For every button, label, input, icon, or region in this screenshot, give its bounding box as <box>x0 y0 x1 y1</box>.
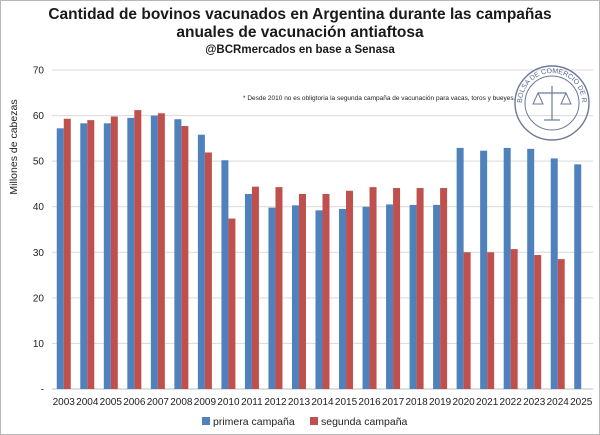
bar-segunda-2021 <box>487 252 495 389</box>
bar-primera-2023 <box>527 148 535 389</box>
x-axis: 2003 2004 2005 2006 2007 2008 2009 2010 2011 2012… <box>53 397 593 408</box>
bar-primera-2018 <box>409 204 417 389</box>
bar-primera-2006 <box>127 117 135 389</box>
legend-swatch <box>310 417 318 425</box>
legend-label: primera campaña <box>213 416 295 428</box>
x-tick-label: 2023 <box>523 397 546 408</box>
bar-segunda-2016 <box>369 187 377 389</box>
bars <box>56 110 582 390</box>
x-tick-label: 2009 <box>194 397 217 408</box>
x-tick-label: 2015 <box>335 397 358 408</box>
bar-segunda-2007 <box>157 113 165 390</box>
y-tick-label: 40 <box>33 202 45 213</box>
x-tick-label: 2017 <box>382 397 405 408</box>
bar-primera-2009 <box>197 134 205 389</box>
bar-segunda-2003 <box>63 118 71 390</box>
y-tick-label: 10 <box>33 339 45 350</box>
bar-segunda-2015 <box>346 190 354 389</box>
bar-segunda-2012 <box>275 187 283 389</box>
bar-primera-2025 <box>574 164 582 389</box>
legend-label: segunda campaña <box>321 416 408 428</box>
x-tick-label: 2003 <box>53 397 76 408</box>
bar-segunda-2019 <box>440 188 448 389</box>
bar-segunda-2023 <box>534 255 542 389</box>
bar-primera-2012 <box>268 207 276 389</box>
x-tick-label: 2021 <box>476 397 499 408</box>
y-axis: - 10 20 30 40 50 60 70 <box>33 66 45 396</box>
x-tick-label: 2013 <box>288 397 311 408</box>
bar-primera-2007 <box>150 115 158 390</box>
bar-segunda-2018 <box>416 188 424 389</box>
x-tick-label: 2016 <box>358 397 381 408</box>
bar-primera-2004 <box>80 123 88 389</box>
chart-title-line-2: anuales de vacunación antiaftosa <box>176 24 424 41</box>
chart-subtitle: @BCRmercados en base a Senasa <box>205 44 395 56</box>
bar-segunda-2022 <box>510 249 518 389</box>
y-axis-label: Millones de cabezas <box>8 99 20 194</box>
y-tick-label: 50 <box>33 157 45 168</box>
x-tick-label: 2024 <box>547 397 570 408</box>
x-tick-label: 2008 <box>170 397 193 408</box>
bar-segunda-2008 <box>181 126 189 389</box>
x-tick-label: 2005 <box>100 397 123 408</box>
bar-primera-2010 <box>221 160 229 389</box>
x-tick-label: 2020 <box>453 397 476 408</box>
x-tick-label: 2014 <box>311 397 334 408</box>
legend-swatch <box>202 417 210 425</box>
logo-text: BOLSA DE COMERCIO DE ROSARIO <box>0 0 587 103</box>
x-tick-label: 2025 <box>570 397 593 408</box>
bar-primera-2011 <box>244 193 252 389</box>
bar-primera-2014 <box>315 210 323 389</box>
chart-title: Cantidad de bovinos vacunados en Argenti… <box>0 6 600 42</box>
legend: primera campaña segunda campaña <box>202 416 408 428</box>
y-tick-label: - <box>41 385 44 396</box>
bar-primera-2005 <box>103 123 111 389</box>
bar-primera-2019 <box>433 204 441 389</box>
y-tick-label: 30 <box>33 248 45 259</box>
bar-segunda-2011 <box>251 186 259 389</box>
bar-primera-2021 <box>480 150 488 389</box>
x-tick-label: 2011 <box>241 397 263 408</box>
annotation-note: * Desde 2010 no es obligtoria la segunda… <box>243 95 516 102</box>
bar-segunda-2005 <box>110 116 118 390</box>
bar-primera-2017 <box>386 204 394 389</box>
bar-segunda-2010 <box>228 218 236 389</box>
bar-primera-2008 <box>174 119 182 390</box>
chart-title-line-1: Cantidad de bovinos vacunados en Argenti… <box>48 6 552 23</box>
bar-primera-2016 <box>362 206 370 389</box>
bar-primera-2003 <box>56 128 64 389</box>
bar-primera-2013 <box>291 205 299 389</box>
x-tick-label: 2007 <box>147 397 170 408</box>
y-tick-label: 60 <box>33 111 45 122</box>
x-tick-label: 2012 <box>264 397 287 408</box>
bar-primera-2024 <box>550 158 558 389</box>
x-tick-label: 2006 <box>123 397 146 408</box>
y-tick-label: 70 <box>33 66 45 77</box>
bar-segunda-2013 <box>298 193 306 389</box>
bar-primera-2022 <box>503 147 511 389</box>
bar-segunda-2020 <box>463 252 471 389</box>
bar-segunda-2009 <box>204 152 212 389</box>
bar-primera-2020 <box>456 147 464 389</box>
bar-segunda-2017 <box>393 188 401 389</box>
x-tick-label: 2010 <box>217 397 240 408</box>
bar-segunda-2004 <box>87 120 95 389</box>
bar-segunda-2006 <box>134 110 142 390</box>
bar-segunda-2024 <box>557 259 565 389</box>
y-tick-label: 20 <box>33 293 45 304</box>
x-tick-label: 2018 <box>405 397 428 408</box>
x-tick-label: 2019 <box>429 397 452 408</box>
bar-segunda-2014 <box>322 193 330 389</box>
x-tick-label: 2004 <box>76 397 99 408</box>
bar-primera-2015 <box>339 208 347 389</box>
x-tick-label: 2022 <box>500 397 523 408</box>
